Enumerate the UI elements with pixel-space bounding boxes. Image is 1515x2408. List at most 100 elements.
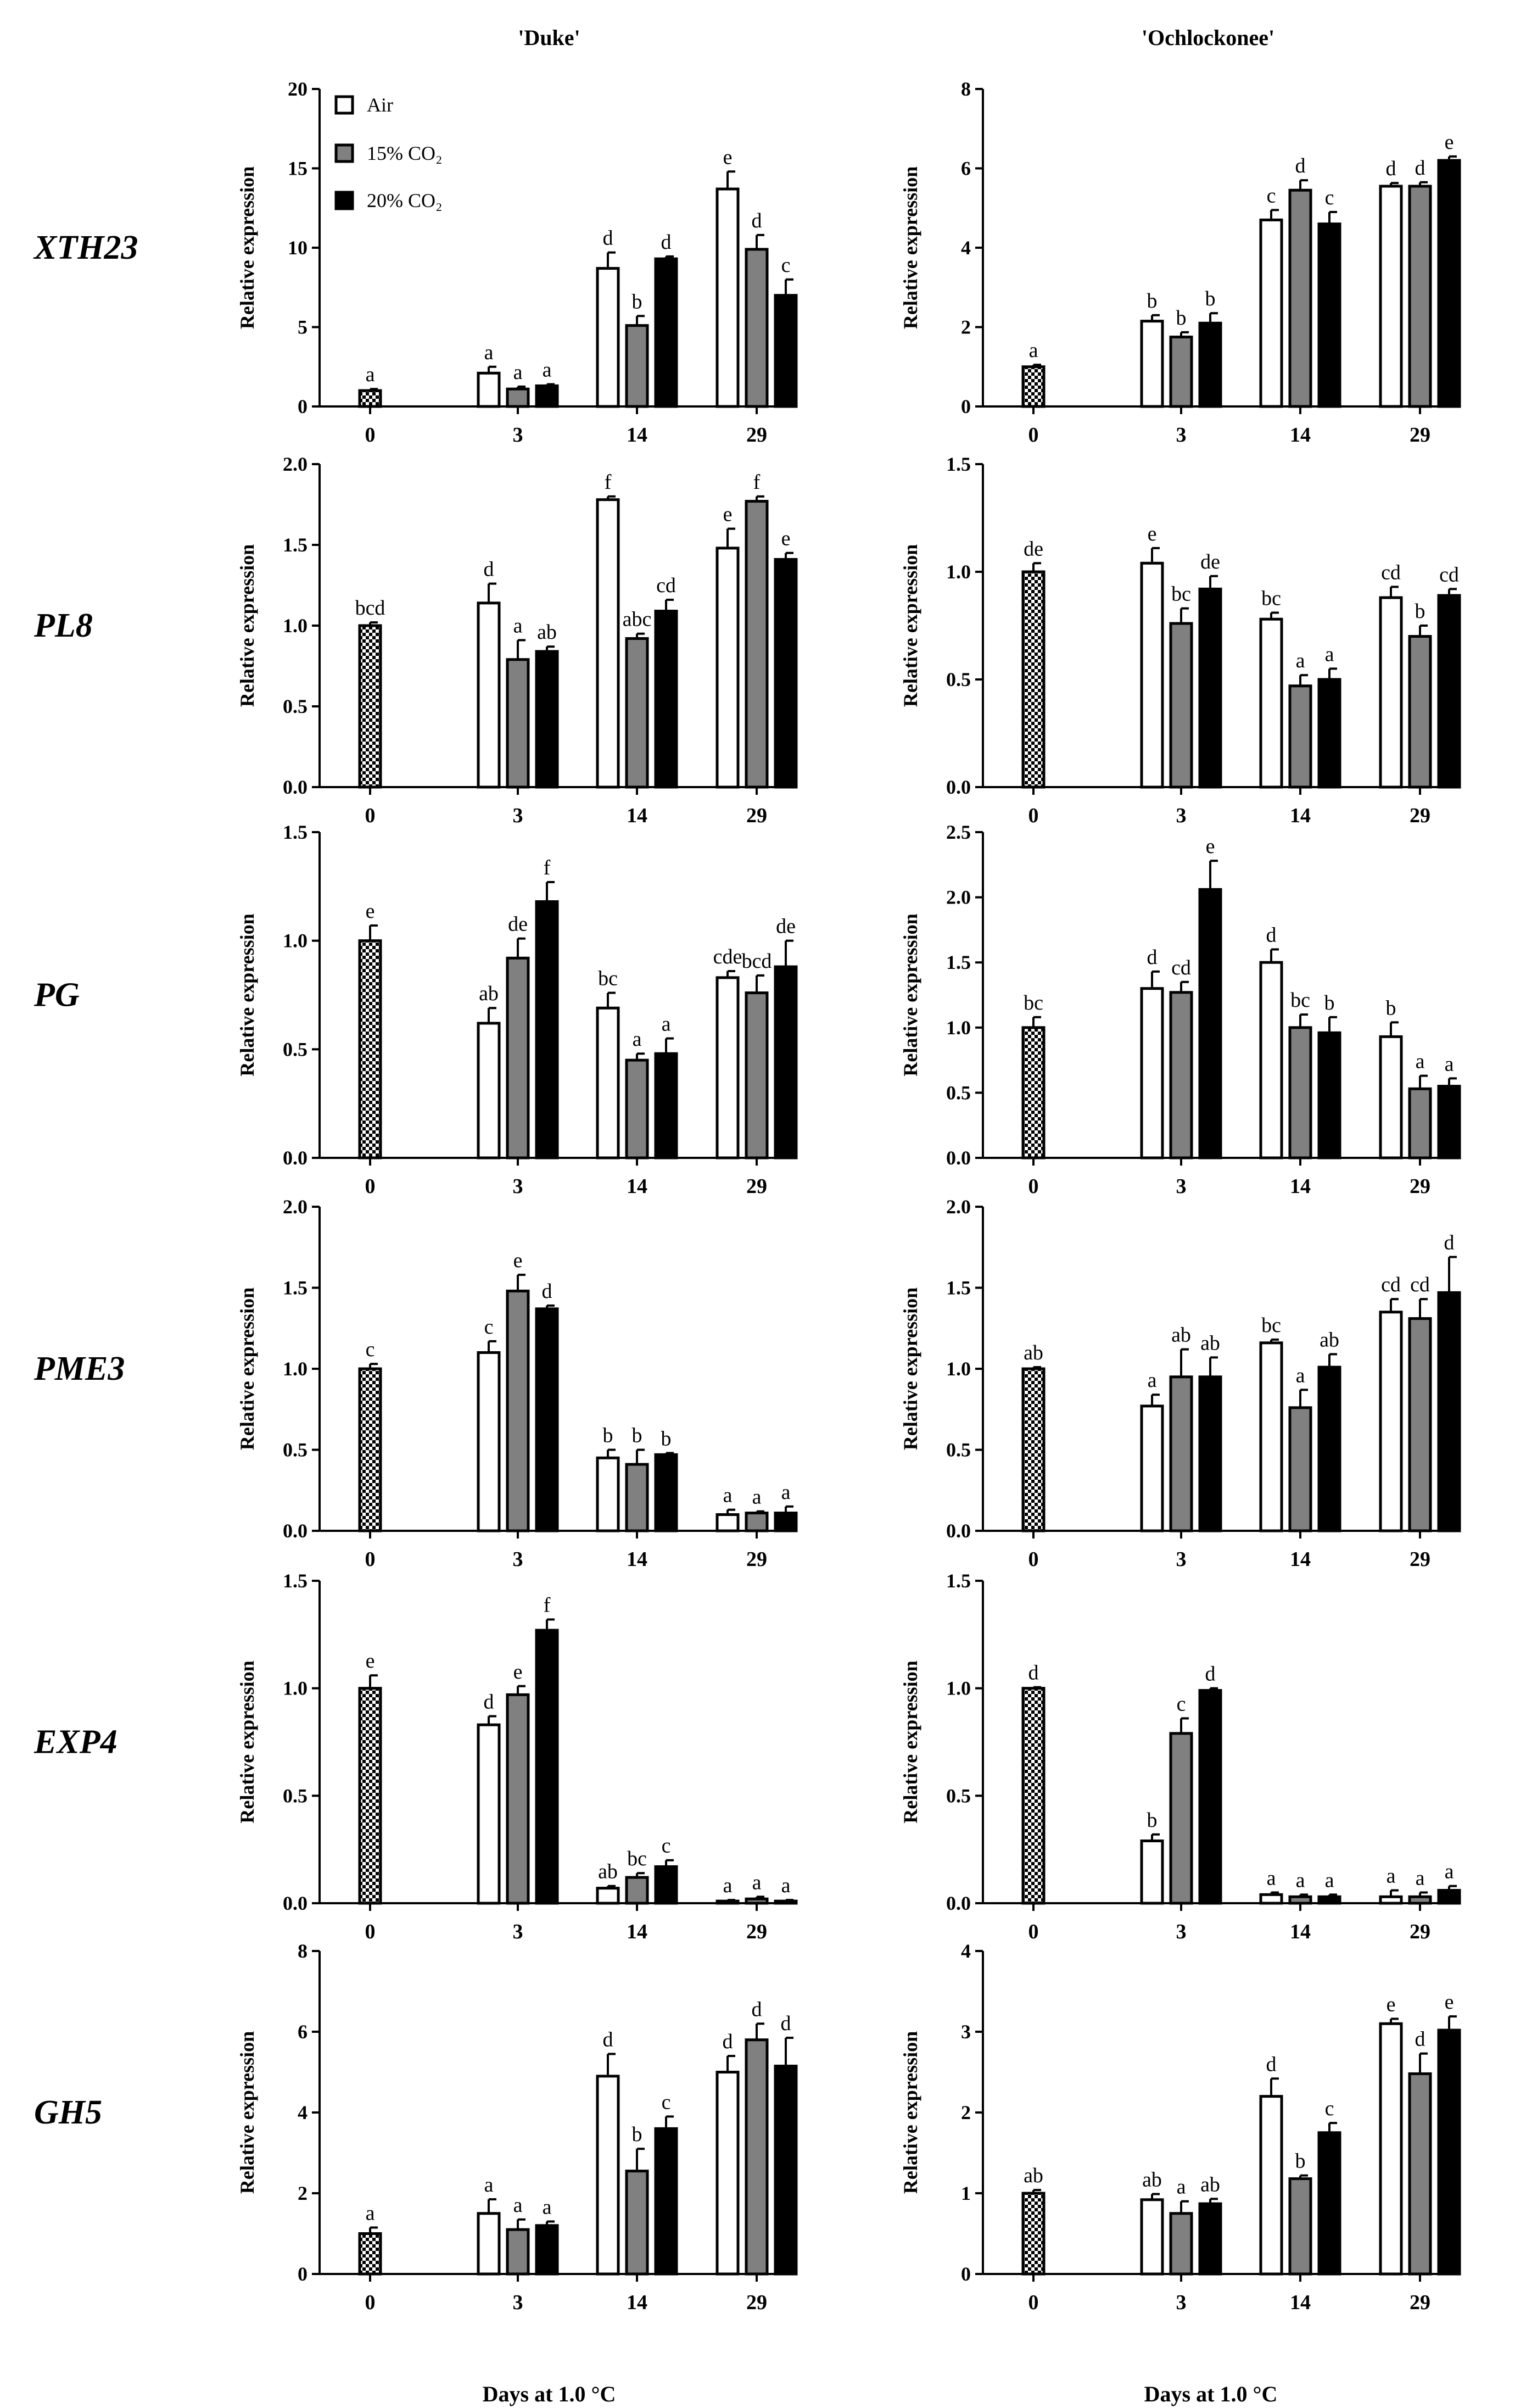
- significance-label: a: [723, 1484, 733, 1507]
- bar-air: [715, 2071, 740, 2276]
- y-tick-label: 8: [298, 1940, 308, 1962]
- y-tick-label: 2: [298, 2182, 308, 2204]
- bar-air: [1140, 1404, 1164, 1532]
- x-tick-label: 0: [365, 1920, 376, 1943]
- bar-air: [477, 1351, 501, 1532]
- significance-label: cd: [1439, 563, 1459, 586]
- x-tick-label: 0: [1028, 2291, 1039, 2314]
- y-tick-label: 0.5: [283, 1785, 308, 1807]
- y-tick-label: 0: [961, 2263, 971, 2285]
- bar-20co: [1317, 678, 1341, 789]
- significance-label: cd: [1381, 561, 1401, 584]
- column-title-duke: 'Duke': [518, 25, 580, 50]
- significance-label: a: [366, 2201, 375, 2225]
- bar-air: [1379, 1311, 1403, 1532]
- bar-20co: [1437, 594, 1461, 789]
- bar-day0: [358, 1687, 382, 1905]
- bar-15co: [1288, 188, 1312, 408]
- y-axis-label: Relative expression: [899, 2031, 921, 2194]
- bar-20co: [774, 1512, 798, 1532]
- gene-label: EXP4: [33, 1724, 118, 1761]
- y-tick-label: 10: [288, 237, 308, 259]
- bar-15co: [1288, 1026, 1312, 1160]
- x-tick-label: 29: [1410, 1920, 1430, 1943]
- bar-day0: [358, 624, 382, 789]
- significance-label: a: [1387, 1865, 1396, 1888]
- x-tick-label: 29: [746, 423, 767, 447]
- x-tick-label: 14: [1290, 2291, 1311, 2314]
- y-tick-label: 2.0: [283, 1196, 308, 1218]
- y-tick-label: 0: [298, 2263, 308, 2285]
- significance-label: c: [366, 1338, 375, 1361]
- x-tick-label: 14: [1290, 1920, 1311, 1943]
- significance-label: a: [1445, 1052, 1454, 1075]
- bar-air: [715, 1513, 740, 1532]
- x-tick-label: 29: [746, 1548, 767, 1571]
- significance-label: cd: [656, 574, 676, 597]
- y-axis-label: Relative expression: [899, 166, 921, 329]
- x-tick-label: 0: [365, 423, 376, 447]
- significance-label: f: [605, 471, 612, 494]
- y-tick-label: 15: [288, 158, 308, 180]
- y-tick-label: 2: [961, 316, 971, 338]
- x-tick-label: 14: [1290, 1548, 1311, 1571]
- y-axis-label: Relative expression: [236, 913, 258, 1076]
- bar-air: [477, 601, 501, 789]
- significance-label: b: [1147, 1809, 1158, 1832]
- y-axis-label: Relative expression: [899, 1660, 921, 1823]
- bar-air: [1259, 1341, 1283, 1532]
- y-tick-label: 0.0: [946, 776, 971, 798]
- bar-15co: [1408, 1317, 1432, 1532]
- significance-label: e: [1206, 835, 1215, 858]
- bar-20co: [535, 384, 559, 408]
- bar-20co: [1437, 2028, 1461, 2276]
- significance-label: cde: [713, 945, 742, 968]
- x-tick-label: 14: [627, 804, 647, 827]
- bar-15co: [745, 500, 769, 789]
- significance-label: d: [603, 2028, 613, 2051]
- bar-20co: [654, 1453, 678, 1532]
- x-tick-label: 29: [746, 1175, 767, 1198]
- bar-20co: [1317, 2131, 1341, 2276]
- y-tick-label: 0: [961, 395, 971, 417]
- significance-label: a: [633, 1028, 642, 1051]
- x-tick-label: 14: [627, 1920, 647, 1943]
- bar-15co: [1169, 1732, 1193, 1905]
- bar-15co: [745, 991, 769, 1160]
- bar-day0: [1021, 570, 1046, 789]
- significance-label: c: [1325, 2097, 1334, 2120]
- significance-label: ab: [1200, 2173, 1220, 2196]
- y-tick-label: 20: [288, 78, 308, 100]
- significance-label: e: [1387, 1993, 1396, 2016]
- significance-label: a: [1296, 1869, 1305, 1892]
- bar-air: [477, 1022, 501, 1160]
- gene-label: PL8: [33, 607, 93, 644]
- bar-20co: [1198, 587, 1222, 789]
- significance-label: d: [1295, 154, 1306, 177]
- significance-label: a: [1267, 1866, 1276, 1889]
- x-tick-label: 0: [365, 2291, 376, 2314]
- significance-label: de: [1200, 550, 1220, 573]
- significance-label: cd: [1171, 956, 1191, 979]
- bar-day0: [1021, 1026, 1046, 1160]
- significance-label: b: [1176, 306, 1187, 330]
- significance-label: cd: [1410, 1273, 1430, 1296]
- bar-air: [1379, 1895, 1403, 1905]
- significance-label: d: [542, 1280, 552, 1303]
- bar-15co: [506, 1693, 530, 1905]
- chart-pg-duke: 0.0 0.5 1.0 1.5 Relative expression PG 0 3 14 29 e…: [33, 821, 798, 1198]
- legend-swatch-15co2: [334, 143, 354, 163]
- bar-15co: [625, 324, 649, 408]
- significance-label: a: [752, 1871, 762, 1894]
- y-tick-label: 0.5: [283, 695, 308, 717]
- y-tick-label: 1.5: [283, 1277, 308, 1299]
- bar-15co: [506, 2228, 530, 2276]
- x-tick-label: 3: [1176, 1920, 1187, 1943]
- significance-label: f: [753, 471, 761, 494]
- significance-label: a: [484, 2173, 494, 2197]
- significance-label: a: [1148, 1369, 1157, 1392]
- significance-label: e: [1445, 1991, 1454, 2014]
- significance-label: ab: [1171, 1324, 1191, 1347]
- bar-20co: [535, 1307, 559, 1532]
